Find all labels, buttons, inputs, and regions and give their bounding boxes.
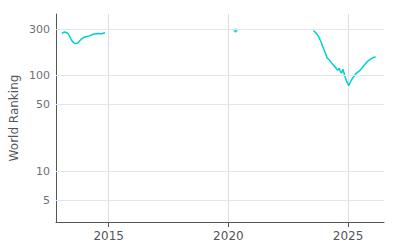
svg-text:2015: 2015 xyxy=(93,229,124,243)
svg-text:300: 300 xyxy=(29,23,50,36)
svg-text:2020: 2020 xyxy=(213,229,244,243)
svg-text:10: 10 xyxy=(36,165,50,178)
svg-text:100: 100 xyxy=(29,69,50,82)
svg-text:World Ranking: World Ranking xyxy=(7,75,21,162)
svg-text:2025: 2025 xyxy=(333,229,364,243)
svg-text:5: 5 xyxy=(43,194,50,207)
svg-text:50: 50 xyxy=(36,98,50,111)
